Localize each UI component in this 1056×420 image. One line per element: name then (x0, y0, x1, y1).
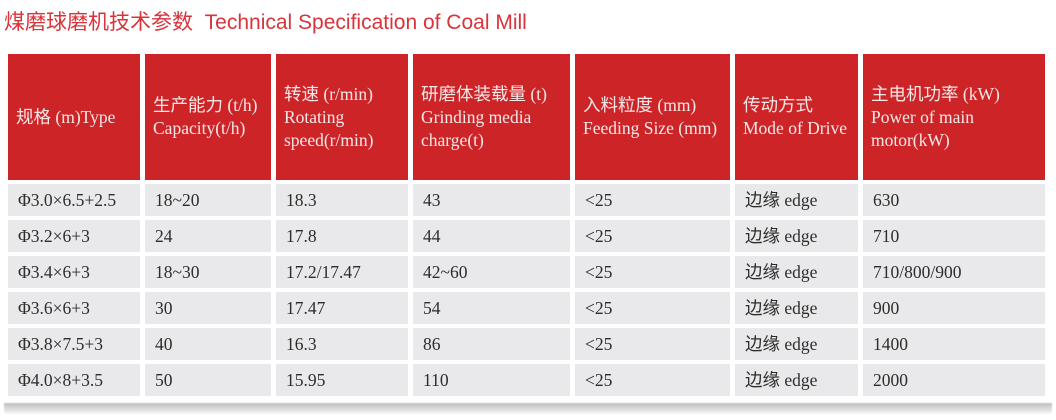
cell-capacity: 24 (145, 220, 271, 253)
cell-speed: 15.95 (276, 364, 408, 397)
cell-media: 43 (413, 184, 570, 217)
page-title: 煤磨球磨机技术参数 Technical Specification of Coa… (4, 11, 527, 34)
table-row: Φ3.2×6+3 24 17.8 44 <25 边缘 edge 710 (8, 220, 1045, 253)
cell-speed: 17.47 (276, 292, 408, 325)
cell-capacity: 40 (145, 328, 271, 361)
cell-drive: 边缘 edge (735, 292, 858, 325)
cell-media: 86 (413, 328, 570, 361)
header-cell-rotating-speed: 转速 (r/min) Rotating speed(r/min) (276, 54, 408, 181)
cell-feeding: <25 (575, 364, 730, 397)
cell-feeding: <25 (575, 220, 730, 253)
cell-type: Φ3.0×6.5+2.5 (8, 184, 140, 217)
cell-feeding: <25 (575, 328, 730, 361)
table-row: Φ4.0×8+3.5 50 15.95 110 <25 边缘 edge 2000 (8, 364, 1045, 397)
cell-type: Φ3.8×7.5+3 (8, 328, 140, 361)
cell-drive: 边缘 edge (735, 364, 858, 397)
cell-power: 710 (863, 220, 1045, 253)
cell-drive: 边缘 edge (735, 328, 858, 361)
cell-media: 42~60 (413, 256, 570, 289)
cell-drive: 边缘 edge (735, 220, 858, 253)
header-cell-capacity: 生产能力 (t/h) Capacity(t/h) (145, 54, 271, 181)
cell-speed: 17.8 (276, 220, 408, 253)
cell-feeding: <25 (575, 184, 730, 217)
cell-media: 110 (413, 364, 570, 397)
cell-capacity: 18~20 (145, 184, 271, 217)
table-row: Φ3.0×6.5+2.5 18~20 18.3 43 <25 边缘 edge 6… (8, 184, 1045, 217)
cell-speed: 16.3 (276, 328, 408, 361)
spec-table: 规格 (m)Type 生产能力 (t/h) Capacity(t/h) 转速 (… (3, 50, 1050, 400)
cell-power: 1400 (863, 328, 1045, 361)
cell-speed: 18.3 (276, 184, 408, 217)
cell-drive: 边缘 edge (735, 256, 858, 289)
cell-power: 630 (863, 184, 1045, 217)
header-row: 规格 (m)Type 生产能力 (t/h) Capacity(t/h) 转速 (… (8, 54, 1045, 181)
header-cell-grinding-media: 研磨体装载量 (t) Grinding media charge(t) (413, 54, 570, 181)
cell-capacity: 50 (145, 364, 271, 397)
table-bottom-shadow (4, 403, 1052, 415)
header-cell-feeding-size: 入料粒度 (mm) Feeding Size (mm) (575, 54, 730, 181)
cell-drive: 边缘 edge (735, 184, 858, 217)
cell-type: Φ3.2×6+3 (8, 220, 140, 253)
cell-capacity: 18~30 (145, 256, 271, 289)
cell-power: 710/800/900 (863, 256, 1045, 289)
cell-power: 900 (863, 292, 1045, 325)
cell-capacity: 30 (145, 292, 271, 325)
cell-media: 44 (413, 220, 570, 253)
table-row: Φ3.6×6+3 30 17.47 54 <25 边缘 edge 900 (8, 292, 1045, 325)
cell-type: Φ4.0×8+3.5 (8, 364, 140, 397)
cell-speed: 17.2/17.47 (276, 256, 408, 289)
cell-feeding: <25 (575, 256, 730, 289)
cell-power: 2000 (863, 364, 1045, 397)
cell-type: Φ3.6×6+3 (8, 292, 140, 325)
header-cell-drive-mode: 传动方式 Mode of Drive (735, 54, 858, 181)
cell-type: Φ3.4×6+3 (8, 256, 140, 289)
header-cell-motor-power: 主电机功率 (kW) Power of main motor(kW) (863, 54, 1045, 181)
cell-feeding: <25 (575, 292, 730, 325)
cell-media: 54 (413, 292, 570, 325)
header-cell-type: 规格 (m)Type (8, 54, 140, 181)
table-row: Φ3.4×6+3 18~30 17.2/17.47 42~60 <25 边缘 e… (8, 256, 1045, 289)
table-row: Φ3.8×7.5+3 40 16.3 86 <25 边缘 edge 1400 (8, 328, 1045, 361)
